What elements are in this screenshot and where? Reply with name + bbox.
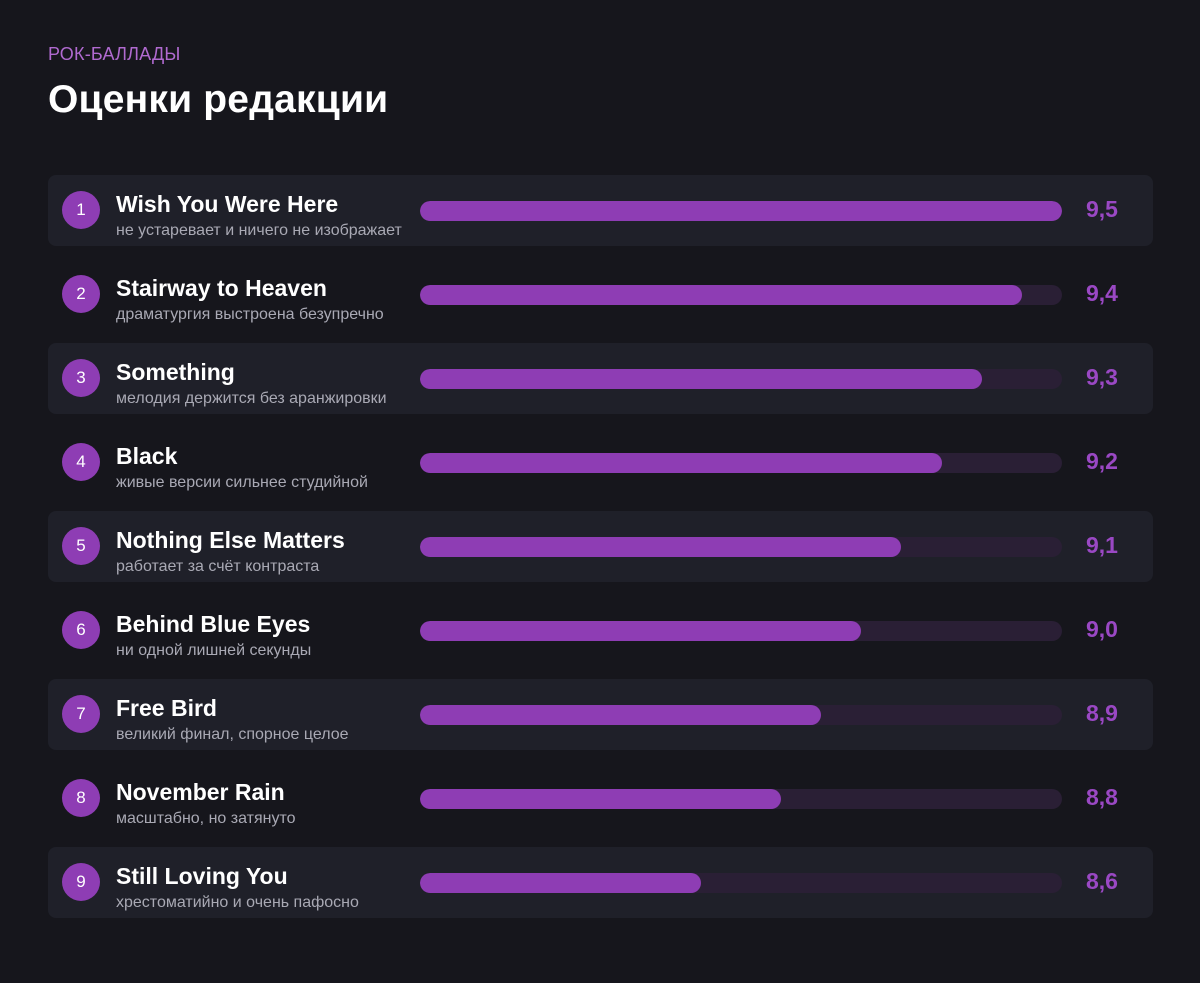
rank-badge: 8 [62, 779, 100, 817]
song-title: Free Bird [116, 695, 217, 721]
score-label: 8,8 [1086, 784, 1118, 810]
song-title: Nothing Else Matters [116, 527, 345, 553]
song-title: Black [116, 443, 178, 469]
song-title: Behind Blue Eyes [116, 611, 311, 637]
bar-fill [420, 789, 781, 809]
song-note: драматургия выстроена безупречно [116, 306, 384, 323]
song-note: работает за счёт контраста [116, 558, 320, 575]
song-note: мелодия держится без аранжировки [116, 390, 387, 407]
rank-badge: 2 [62, 275, 100, 313]
rating-row: 1 Wish You Were Here не устаревает и нич… [48, 175, 1153, 246]
song-note: масштабно, но затянуто [116, 810, 296, 827]
rating-row: 3 Something мелодия держится без аранжир… [48, 343, 1153, 414]
bar-track [420, 789, 1062, 809]
rating-row: 8 November Rain масштабно, но затянуто 8… [48, 763, 1153, 834]
bar-track [420, 705, 1062, 725]
score-label: 8,9 [1086, 700, 1118, 726]
bar-fill [420, 537, 901, 557]
category-label: РОК-БАЛЛАДЫ [48, 44, 181, 64]
rating-row: 2 Stairway to Heaven драматургия выстрое… [48, 259, 1153, 330]
bar-track [420, 201, 1062, 221]
bar-track [420, 537, 1062, 557]
song-title: Something [116, 359, 235, 385]
score-label: 9,1 [1086, 532, 1118, 558]
rank-badge: 5 [62, 527, 100, 565]
song-note: великий финал, спорное целое [116, 726, 349, 743]
rating-row: 7 Free Bird великий финал, спорное целое… [48, 679, 1153, 750]
page-title: Оценки редакции [48, 78, 389, 121]
rank-badge: 3 [62, 359, 100, 397]
rank-badge: 7 [62, 695, 100, 733]
score-label: 9,3 [1086, 364, 1118, 390]
bar-track [420, 873, 1062, 893]
bar-fill [420, 201, 1062, 221]
bar-fill [420, 369, 982, 389]
song-note: хрестоматийно и очень пафосно [116, 894, 359, 911]
bar-fill [420, 873, 701, 893]
bar-fill [420, 705, 821, 725]
rank-badge: 9 [62, 863, 100, 901]
song-note: живые версии сильнее студийной [116, 474, 368, 491]
bar-track [420, 621, 1062, 641]
bar-fill [420, 285, 1022, 305]
bar-fill [420, 621, 861, 641]
song-title: Wish You Were Here [116, 191, 339, 217]
song-title: Still Loving You [116, 863, 288, 889]
score-label: 8,6 [1086, 868, 1118, 894]
song-title: November Rain [116, 779, 285, 805]
rank-badge: 6 [62, 611, 100, 649]
score-label: 9,5 [1086, 196, 1118, 222]
rank-badge: 4 [62, 443, 100, 481]
rating-row: 6 Behind Blue Eyes ни одной лишней секун… [48, 595, 1153, 666]
score-label: 9,4 [1086, 280, 1118, 306]
score-label: 9,2 [1086, 448, 1118, 474]
bar-fill [420, 453, 942, 473]
song-note: ни одной лишней секунды [116, 642, 312, 659]
score-label: 9,0 [1086, 616, 1118, 642]
song-note: не устаревает и ничего не изображает [116, 222, 402, 239]
bar-track [420, 369, 1062, 389]
rating-row: 4 Black живые версии сильнее студийной 9… [48, 427, 1153, 498]
ratings-list: 1 Wish You Were Here не устаревает и нич… [48, 175, 1153, 931]
song-title: Stairway to Heaven [116, 275, 327, 301]
bar-track [420, 453, 1062, 473]
rating-row: 5 Nothing Else Matters работает за счёт … [48, 511, 1153, 582]
bar-track [420, 285, 1062, 305]
rating-row: 9 Still Loving You хрестоматийно и очень… [48, 847, 1153, 918]
rank-badge: 1 [62, 191, 100, 229]
